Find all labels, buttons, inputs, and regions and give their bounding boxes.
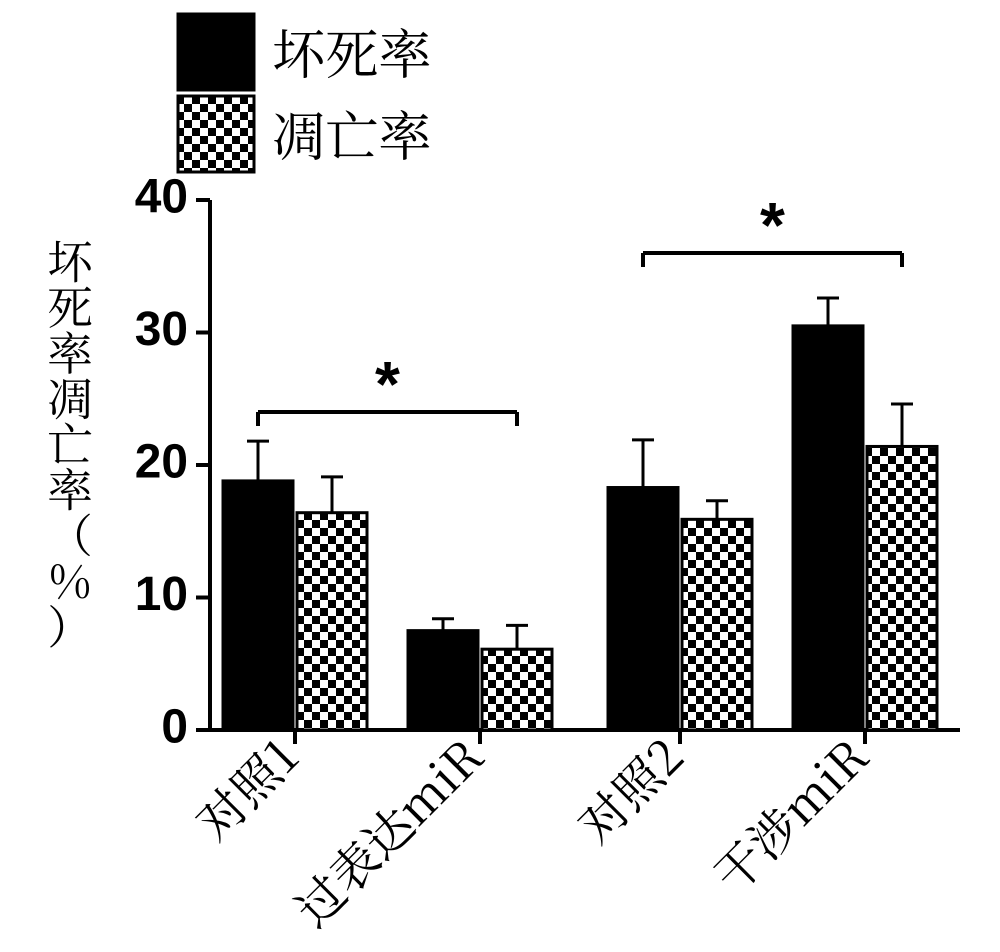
bar-necrosis <box>793 326 863 730</box>
y-tick-label: 40 <box>135 171 188 224</box>
bar-necrosis <box>608 488 678 730</box>
sig-star: * <box>375 348 400 420</box>
bar-apoptosis <box>482 649 552 730</box>
sig-star: * <box>760 189 785 261</box>
y-axis-label: 坏死率凋亡率（%） <box>47 228 94 658</box>
y-tick-label: 20 <box>135 436 188 489</box>
y-tick-label: 30 <box>135 303 188 356</box>
svg-text:）: ） <box>47 592 93 657</box>
legend-swatch <box>178 14 254 90</box>
y-tick-label: 10 <box>135 568 188 621</box>
bar-apoptosis <box>297 513 367 730</box>
bar-apoptosis <box>867 446 937 730</box>
bar-apoptosis <box>682 519 752 730</box>
legend-swatch <box>178 96 254 172</box>
bar-necrosis <box>223 481 293 730</box>
legend-label: 坏死率 <box>272 13 432 89</box>
y-tick-label: 0 <box>161 701 188 754</box>
legend-label: 凋亡率 <box>272 95 432 171</box>
bar-necrosis <box>408 631 478 730</box>
